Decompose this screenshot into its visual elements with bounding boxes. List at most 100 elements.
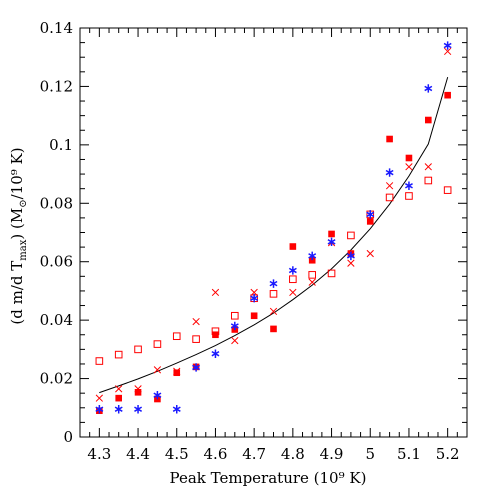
fit-curve <box>99 76 449 394</box>
filled-square-marker <box>134 389 142 396</box>
filled-square-marker <box>444 91 451 99</box>
x-tick-label: 4.3 <box>87 445 111 463</box>
asterisk-marker <box>134 405 143 414</box>
cross-marker <box>424 163 432 171</box>
asterisk-marker <box>95 405 104 414</box>
asterisk-marker <box>346 251 355 261</box>
cross-marker <box>347 259 355 267</box>
asterisk-marker <box>424 84 433 93</box>
y-axis-title-suffix: /10⁹ K) <box>8 147 26 199</box>
x-tick-label: 4.6 <box>204 445 228 463</box>
y-tick-label: 0.12 <box>40 77 73 95</box>
axis-ticks <box>79 27 468 438</box>
filled-square-marker <box>115 394 122 402</box>
x-tick-label: 5 <box>365 445 375 463</box>
fit-curve-group <box>99 76 449 394</box>
filled-square-marker <box>425 116 432 124</box>
open-square-marker <box>95 357 104 365</box>
cross-marker <box>443 47 452 56</box>
cross-marker <box>115 385 123 393</box>
asterisk-marker <box>404 181 413 190</box>
asterisk-marker <box>172 405 181 414</box>
asterisk-marker <box>327 237 336 247</box>
y-tick-label: 0.06 <box>40 253 73 271</box>
filled-square-marker <box>405 154 413 162</box>
open-square-marker <box>172 332 181 341</box>
asterisk-marker <box>366 210 375 219</box>
x-tick-label: 4.7 <box>242 445 266 463</box>
x-tick-label: 4.8 <box>281 445 305 463</box>
x-tick-label: 4.4 <box>126 445 150 463</box>
filled-square-marker <box>328 230 335 238</box>
y-tick-label: 0.1 <box>49 136 73 154</box>
cross-marker <box>250 288 258 297</box>
plot-frame <box>79 27 468 438</box>
open-square-marker <box>211 327 220 336</box>
plot-border <box>79 27 468 438</box>
tick-labels: 4.3 4.4 4.5 4.6 4.7 4.8 4.9 5 5.1 5.2 0 0.02 0.04 0.0… <box>40 19 460 463</box>
asterisk-marker <box>230 321 239 331</box>
cross-marker <box>385 182 394 190</box>
x-tick-label: 4.5 <box>165 445 189 463</box>
asterisk-marker <box>385 168 394 177</box>
cross-marker <box>173 367 181 375</box>
open-square-marker <box>192 335 200 343</box>
cross-marker <box>405 163 413 171</box>
cross-marker <box>153 366 162 374</box>
y-axis-title: (d m/d Tmax) (M⊙/10⁹ K) <box>8 147 29 324</box>
filled-square-marker <box>366 218 374 225</box>
asterisk-marker <box>192 363 201 372</box>
x-tick-label: 4.9 <box>320 445 344 463</box>
asterisk-marker <box>269 279 278 288</box>
filled-square-marker <box>386 135 393 143</box>
open-square-marker <box>308 271 316 279</box>
open-square-marker <box>231 311 239 320</box>
x-tick-label: 5.2 <box>436 445 460 463</box>
y-axis-title-prefix: (d m/d T <box>8 261 26 325</box>
data-markers <box>95 41 452 415</box>
y-tick-label: 0.14 <box>40 19 73 37</box>
y-axis-title-subscript: max <box>18 239 29 260</box>
open-square-marker <box>269 290 278 298</box>
open-square-marker <box>327 269 336 278</box>
cross-marker <box>95 394 104 402</box>
open-square-marker <box>289 275 297 284</box>
open-square-marker <box>424 176 433 185</box>
open-square-marker <box>153 340 162 348</box>
y-tick-label: 0.04 <box>40 311 73 329</box>
cross-marker <box>211 288 220 297</box>
cross-marker <box>289 288 297 297</box>
y-axis-title-sun-subscript: ⊙ <box>18 199 29 207</box>
asterisk-marker <box>250 294 259 303</box>
asterisk-marker <box>211 349 220 358</box>
cross-marker <box>308 278 316 286</box>
filled-square-marker <box>289 243 297 250</box>
asterisk-marker <box>153 391 162 400</box>
asterisk-marker <box>288 266 297 275</box>
asterisk-marker <box>443 41 452 50</box>
open-square-marker <box>405 192 413 200</box>
open-square-marker <box>443 186 452 194</box>
y-tick-label: 0 <box>63 428 73 446</box>
open-square-marker <box>134 345 142 354</box>
x-tick-label: 5.1 <box>397 445 421 463</box>
asterisk-marker <box>114 405 123 414</box>
filled-square-marker <box>173 369 181 377</box>
filled-square-marker <box>250 312 258 320</box>
y-axis-title-middle: ) (M <box>8 208 26 240</box>
cross-marker <box>366 249 374 258</box>
asterisk-marker <box>308 251 317 261</box>
x-axis-title: Peak Temperature (10⁹ K) <box>170 469 367 487</box>
cross-marker <box>269 307 278 316</box>
y-tick-label: 0.02 <box>40 370 73 388</box>
filled-square-marker <box>270 325 277 333</box>
y-tick-label: 0.08 <box>40 194 73 212</box>
filled-square-marker <box>308 256 316 264</box>
cross-marker <box>192 317 200 326</box>
open-square-marker <box>347 231 355 240</box>
open-square-marker <box>385 193 394 202</box>
cross-marker <box>231 336 239 345</box>
cross-marker <box>134 385 142 393</box>
open-square-marker <box>114 350 123 359</box>
